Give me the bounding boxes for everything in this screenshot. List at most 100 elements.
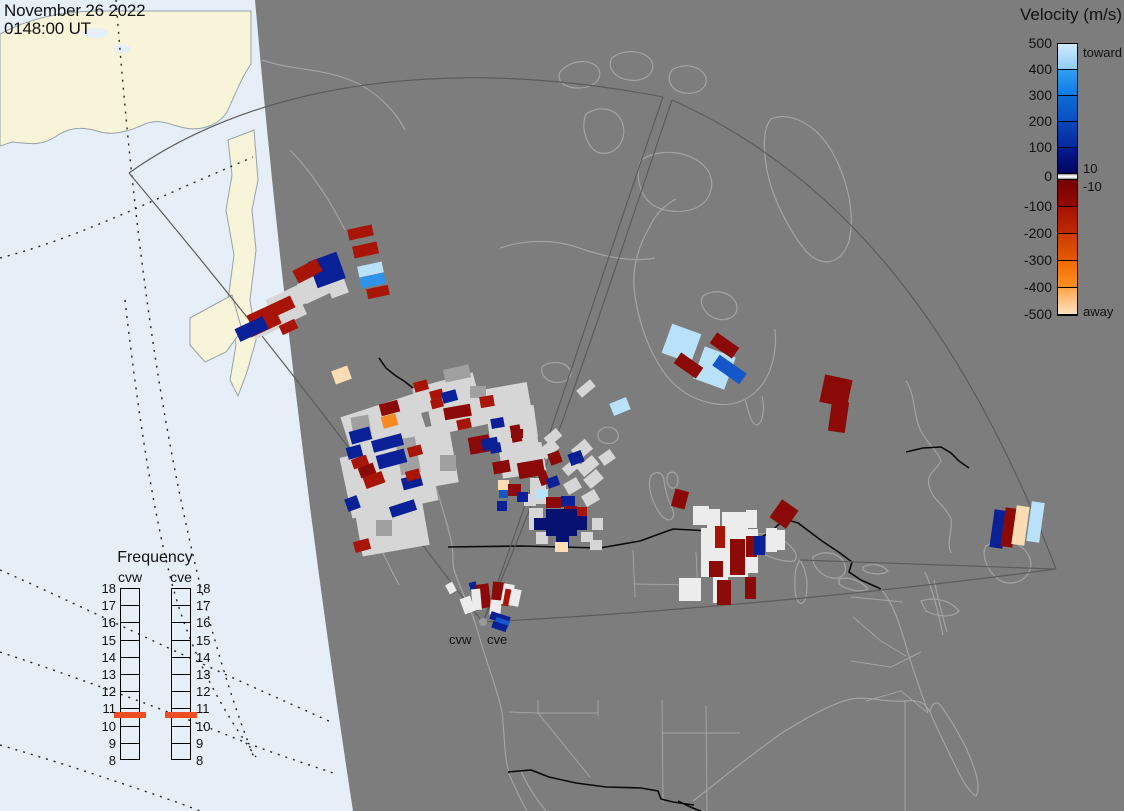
velocity-cell: [234, 316, 269, 342]
velocity-colorbar-segment: [1058, 148, 1077, 174]
velocity-cell: [430, 397, 444, 410]
frequency-column-label-cvw: cvw: [117, 569, 143, 585]
velocity-colorbar-segment: [1058, 122, 1077, 148]
frequency-ladder-cvw: [120, 588, 140, 760]
velocity-cell: [344, 495, 361, 512]
velocity-cell: [746, 536, 757, 557]
frequency-ladder-rung: [172, 675, 190, 693]
velocity-tick-label: 400: [1028, 61, 1052, 77]
velocity-cell: [819, 374, 853, 408]
velocity-colorbar-segment: [1058, 288, 1077, 315]
velocity-cell: [576, 507, 587, 516]
cream-lakes: [83, 28, 131, 53]
velocity-cell: [609, 397, 631, 416]
frequency-tick-label: 15: [101, 632, 116, 648]
velocity-cell: [498, 480, 509, 490]
velocity-cell: [693, 346, 736, 390]
frequency-marker-cvw: [114, 712, 146, 718]
velocity-cell: [543, 428, 563, 446]
velocity-tick-label: 0: [1044, 168, 1052, 184]
radar-label-cvw: cvw: [449, 632, 472, 647]
velocity-cell: [459, 595, 476, 615]
velocity-cell: [412, 379, 430, 393]
frequency-ladder-rung: [172, 692, 190, 710]
velocity-cell: [769, 499, 799, 529]
coastlines: [261, 51, 1032, 811]
frequency-tick-label: 16: [101, 615, 116, 631]
velocity-cell: [546, 509, 577, 536]
away-label: away: [1083, 304, 1114, 319]
velocity-cell: [359, 272, 386, 289]
frequency-ladder-rung: [121, 641, 139, 658]
velocity-cell: [352, 241, 379, 259]
velocity-colorbar: [1057, 43, 1078, 316]
velocity-cell: [693, 506, 709, 525]
radar-site-dot: [479, 618, 487, 626]
velocity-zero-band: [1058, 174, 1077, 180]
velocity-cell: [443, 403, 472, 421]
frequency-tick-label: 8: [196, 753, 204, 768]
frequency-tick-label: 9: [196, 735, 204, 751]
velocity-colorbar-segment: [1058, 70, 1077, 96]
velocity-colorbar-segment: [1058, 44, 1077, 70]
velocity-cell: [661, 323, 702, 364]
velocity-cell: [348, 426, 373, 445]
velocity-cell: [546, 497, 561, 508]
velocity-cell: [508, 588, 522, 607]
velocity-cell: [581, 532, 593, 542]
velocity-cell: [715, 526, 725, 548]
velocity-cell: [766, 528, 777, 552]
velocity-tick-label: 200: [1028, 113, 1052, 129]
velocity-cell: [536, 532, 548, 544]
frequency-tick-label: 11: [102, 701, 117, 717]
velocity-cell: [746, 510, 757, 528]
velocity-colorbar-segment: [1058, 234, 1077, 261]
frequency-tick-label: 10: [101, 718, 116, 734]
velocity-cell: [545, 475, 561, 489]
frequency-tick-label: 10: [196, 718, 211, 734]
velocity-cell: [490, 416, 505, 430]
velocity-cell: [679, 578, 701, 601]
frequency-marker-cve: [165, 712, 197, 718]
velocity-cell: [547, 450, 563, 466]
velocity-cell: [670, 488, 690, 510]
velocity-cell: [754, 536, 765, 555]
velocity-colorbar-segment: [1058, 96, 1077, 122]
frequency-tick-label: 9: [108, 735, 116, 751]
velocity-cell: [1011, 505, 1030, 546]
velocity-legend-title: Velocity (m/s): [1019, 5, 1122, 24]
velocity-cell: [479, 394, 495, 409]
velocity-cell: [590, 540, 602, 550]
frequency-ladder-cve: [171, 588, 191, 760]
velocity-cell: [331, 365, 352, 385]
velocity-cell: [511, 429, 523, 438]
velocity-cell: [456, 417, 472, 431]
frequency-ladder-rung: [121, 658, 139, 675]
frequency-tick-label: 11: [196, 701, 210, 717]
frequency-ladder-rung: [121, 692, 139, 710]
velocity-colorbar-segment: [1058, 261, 1077, 288]
velocity-cell: [1026, 501, 1045, 543]
velocity-cell: [534, 518, 547, 530]
velocity-cell: [730, 539, 745, 575]
frequency-tick-label: 13: [196, 667, 211, 682]
frequency-tick-label: 15: [196, 632, 211, 648]
frequency-ladder-rung: [172, 727, 190, 744]
velocity-cell: [292, 258, 323, 284]
frequency-tick-label: 17: [196, 598, 211, 614]
velocity-colorbar-segment: [1058, 180, 1077, 207]
frequency-tick-label: 16: [196, 615, 211, 631]
velocity-cell: [709, 561, 723, 577]
velocity-cell: [745, 577, 756, 599]
frequency-legend-title: Frequency: [117, 549, 193, 566]
velocity-cell: [362, 470, 386, 490]
velocity-cell: [497, 501, 507, 511]
frequency-tick-label: 17: [101, 598, 116, 614]
frequency-tick-label: 12: [101, 684, 116, 700]
frequency-tick-label: 18: [101, 581, 116, 596]
velocity-cell: [375, 448, 408, 470]
frequency-ladder-rung: [172, 623, 190, 641]
frequency-ladder-rung: [121, 606, 139, 624]
velocity-tick-label: -100: [1023, 198, 1052, 214]
velocity-cell: [352, 538, 372, 553]
